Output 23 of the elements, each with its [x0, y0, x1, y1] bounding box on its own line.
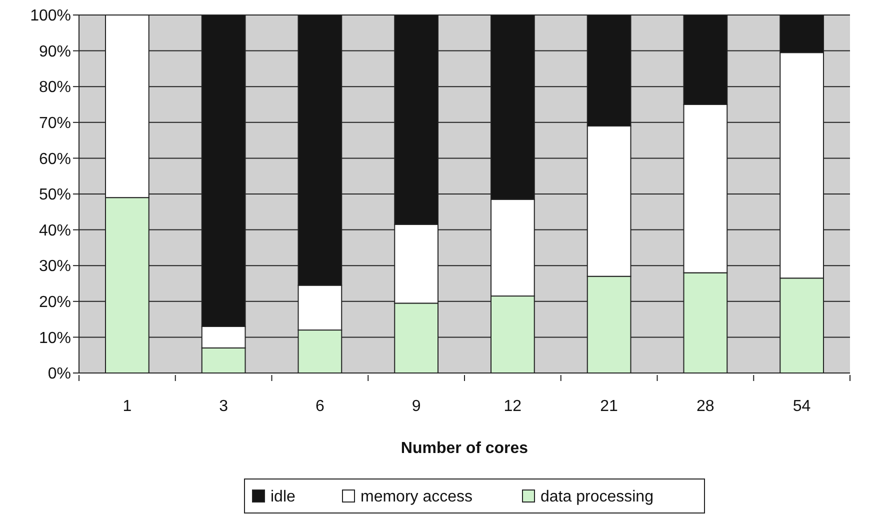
legend-label: idle — [270, 488, 296, 506]
y-tick-label: 100% — [30, 8, 71, 25]
y-tick-label: 60% — [38, 150, 71, 168]
x-tick-label: 12 — [504, 398, 522, 415]
x-tick-label: 1 — [122, 398, 132, 415]
x-tick-label: 21 — [600, 398, 618, 415]
legend-label: memory access — [360, 488, 473, 506]
y-tick-label: 30% — [38, 258, 71, 276]
x-tick-label: 54 — [792, 398, 811, 415]
y-tick-label: 80% — [38, 79, 71, 96]
x-axis-title: Number of cores — [400, 440, 528, 457]
x-tick-label: 3 — [219, 398, 228, 415]
x-tick-label: 9 — [412, 398, 421, 415]
x-tick-label: 28 — [696, 398, 714, 415]
legend-label: data processing — [540, 488, 654, 506]
y-tick-label: 40% — [38, 222, 71, 240]
y-tick-label: 10% — [38, 330, 71, 347]
y-tick-label: 70% — [38, 115, 71, 132]
y-tick-label: 20% — [38, 294, 71, 311]
y-tick-label: 50% — [38, 186, 71, 204]
y-tick-label: 90% — [38, 43, 71, 60]
x-tick-label: 6 — [315, 398, 324, 415]
y-tick-label: 0% — [48, 366, 71, 383]
